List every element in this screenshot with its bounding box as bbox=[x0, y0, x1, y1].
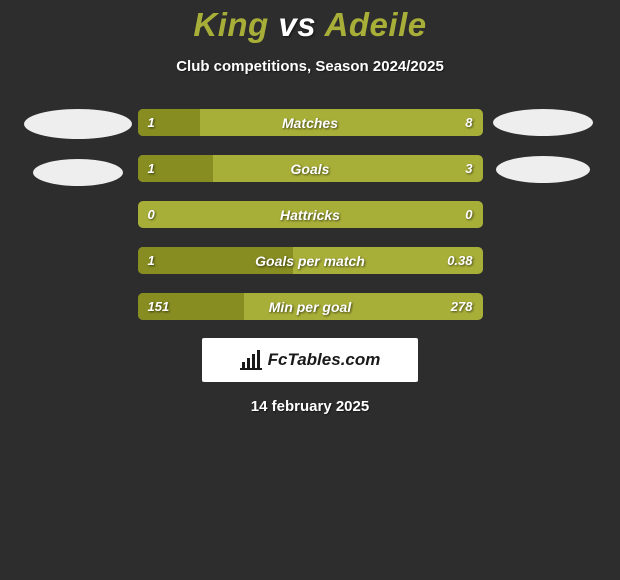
stat-value-right: 3 bbox=[465, 155, 472, 182]
stat-value-right: 8 bbox=[465, 109, 472, 136]
stat-label: Goals bbox=[138, 155, 483, 182]
stat-label: Goals per match bbox=[138, 247, 483, 274]
page-title: King vs Adeile bbox=[0, 0, 620, 44]
title-vs: vs bbox=[278, 6, 316, 43]
stat-bar: 1Goals3 bbox=[138, 155, 483, 182]
title-left-name: King bbox=[193, 6, 268, 43]
stat-value-right: 0.38 bbox=[447, 247, 472, 274]
left-player-badges bbox=[18, 109, 138, 320]
player-placeholder-oval bbox=[496, 156, 590, 183]
stat-bar: 1Matches8 bbox=[138, 109, 483, 136]
stat-label: Hattricks bbox=[138, 201, 483, 228]
subtitle: Club competitions, Season 2024/2025 bbox=[0, 58, 620, 75]
stat-bars: 1Matches8 1Goals3 0Hattricks0 1Goals per ma… bbox=[138, 109, 483, 320]
title-right-name: Adeile bbox=[325, 6, 427, 43]
stat-bar: 1Goals per match0.38 bbox=[138, 247, 483, 274]
stat-label: Matches bbox=[138, 109, 483, 136]
player-placeholder-oval bbox=[493, 109, 593, 136]
stat-bar: 0Hattricks0 bbox=[138, 201, 483, 228]
right-player-badges bbox=[483, 109, 603, 320]
chart-area: 1Matches8 1Goals3 0Hattricks0 1Goals per ma… bbox=[0, 109, 620, 320]
stat-label: Min per goal bbox=[138, 293, 483, 320]
player-placeholder-oval bbox=[33, 159, 123, 186]
fctables-logo: FcTables.com bbox=[202, 338, 418, 382]
stat-value-right: 0 bbox=[465, 201, 472, 228]
bars-chart-icon bbox=[240, 350, 262, 370]
stat-value-right: 278 bbox=[451, 293, 473, 320]
stat-bar: 151Min per goal278 bbox=[138, 293, 483, 320]
date: 14 february 2025 bbox=[0, 398, 620, 415]
player-placeholder-oval bbox=[24, 109, 132, 139]
logo-text: FcTables.com bbox=[268, 350, 381, 370]
